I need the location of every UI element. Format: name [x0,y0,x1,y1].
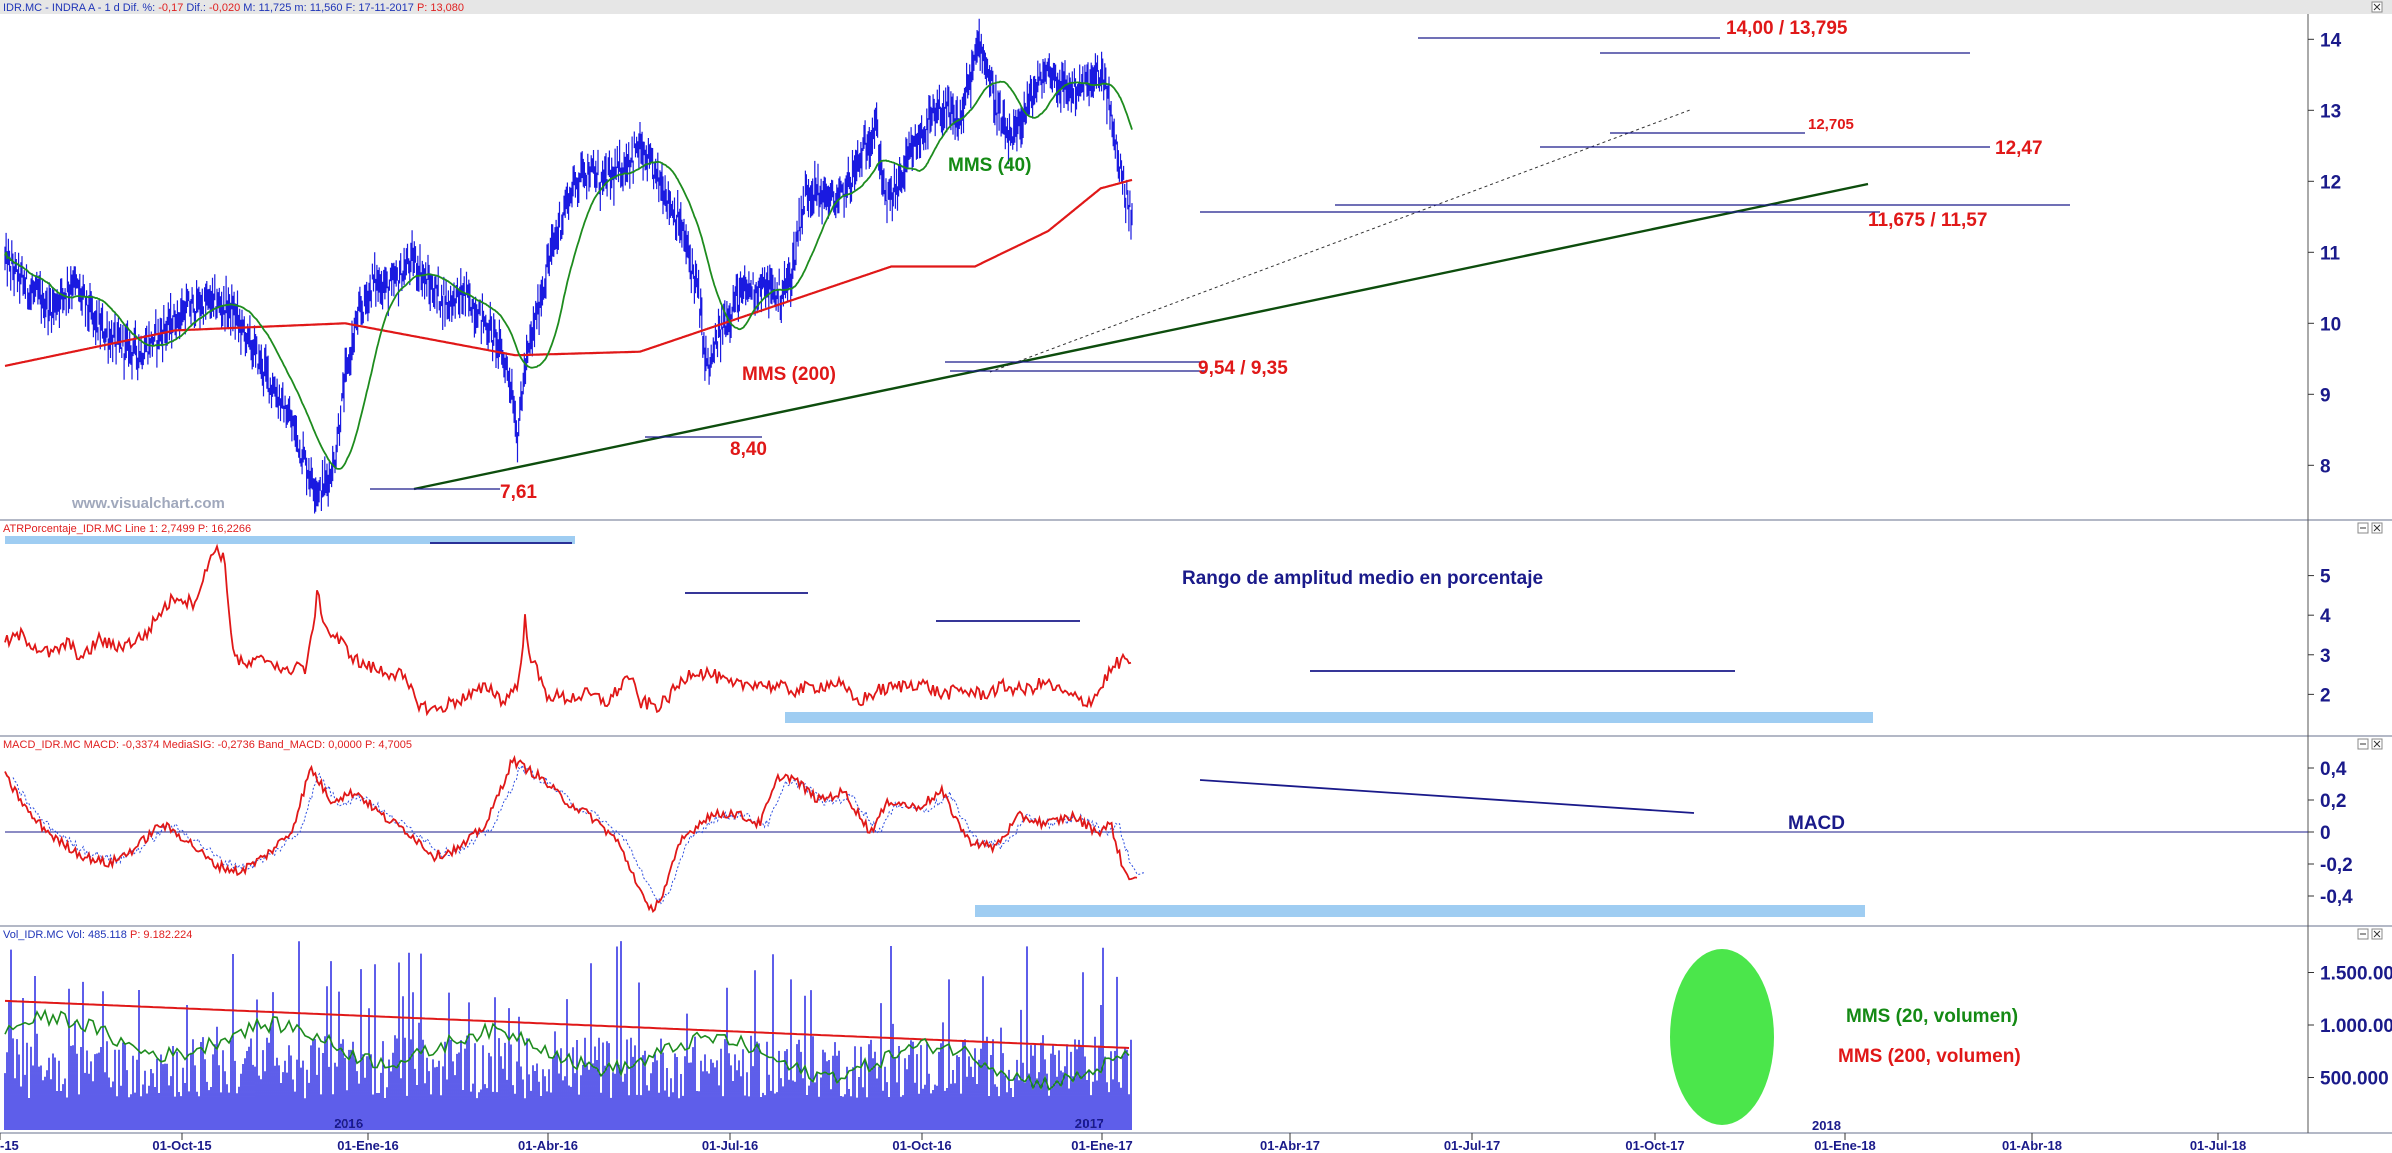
year-label: 2016 [334,1116,363,1131]
x-tick-label: 01-Jul-16 [702,1138,758,1153]
header-segment: M: 11,725 m: 11,560 F: 17-11-2017 [240,2,417,14]
y-tick-label: 5 [2320,567,2331,588]
x-tick-label: 01-Oct-17 [1625,1138,1684,1153]
label-12705: 12,705 [1808,116,1854,133]
y-tick-label: 0,2 [2320,791,2346,812]
price-panel-header: IDR.MC - INDRA A - 1 d Dif. %: -0,17 Dif… [3,2,464,14]
header-segment: Dif.: [183,2,209,14]
x-tick-label: 01-Ene-17 [1071,1138,1132,1153]
label-mms-20-volumen: MMS (20, volumen) [1846,1006,2018,1027]
axes: 8 9 10 11 12 13 14 2 3 4 5 0,4 0,2 0 -0,2 -0,4 500.000 1.… [0,30,2392,1153]
y-tick-label: 3 [2320,646,2331,667]
x-tick-label: 01-Oct-15 [152,1138,211,1153]
x-tick-label: 01-Jul-18 [2190,1138,2246,1153]
year-label: 2018 [1812,1118,1841,1133]
volume-ma200-line [4,999,1130,1049]
atr-panel-header: ATRPorcentaje_IDR.MC Line 1: 2,7499 P: 1… [3,523,251,535]
y-tick-label: 8 [2320,456,2331,477]
header-segment: P: 16,2266 [198,523,251,535]
header-segment: P: 9.182.224 [130,929,192,941]
atr-band-bottom [785,712,1873,723]
header-segment: Vol_IDR.MC Vol: 485.118 [3,929,130,941]
ma200-line [4,178,1133,367]
volume-panel-header: Vol_IDR.MC Vol: 485.118 P: 9.182.224 [3,929,192,941]
y-tick-label: 0 [2320,823,2331,844]
y-tick-label: 12 [2320,172,2341,193]
macd-header-bar [0,737,2392,751]
header-segment: IDR.MC - INDRA A - 1 d Dif. %: [3,2,158,14]
macd-panel-header: MACD_IDR.MC MACD: -0,3374 MediaSIG: -0,2… [3,739,412,751]
support-trendline [413,182,1869,491]
volume-highlight [1670,949,1774,1125]
y-tick-label: -0,4 [2320,887,2353,908]
indicator-lines [4,37,2308,1091]
volume-header-bar [0,927,2392,941]
y-tick-label: 13 [2320,101,2341,122]
ma40-line [4,80,1133,470]
x-tick-label: -15 [0,1138,19,1153]
header-segment: P: 13,080 [417,2,464,14]
label-mms-200: MMS (200) [742,364,836,385]
year-label: 2017 [1075,1116,1104,1131]
atr-title: Rango de amplitud medio en porcentaje [1182,568,1543,589]
macd-band [975,905,1865,917]
price-bars-path [4,18,1133,514]
volume-ma20-line [4,1008,1130,1091]
y-tick-label: 1.500.000 [2320,964,2392,985]
highlight-bands [5,536,1873,917]
y-tick-label: 14 [2320,30,2342,51]
label-low-954-935: 9,54 / 9,35 [1198,358,1288,379]
x-tick-label: 01-Abr-18 [2002,1138,2062,1153]
y-tick-label: 1.000.000 [2320,1016,2392,1037]
x-tick-label: 01-Abr-16 [518,1138,578,1153]
label-mms-40: MMS (40) [948,155,1031,176]
label-low-761: 7,61 [500,482,537,503]
x-tick-label: 01-Ene-18 [1814,1138,1875,1153]
header-segment: -0,17 [158,2,183,14]
atr-band-top [5,536,575,544]
x-tick-label: 01-Abr-17 [1260,1138,1320,1153]
x-tick-label: 01-Ene-16 [337,1138,398,1153]
y-tick-label: 0,4 [2320,759,2347,780]
header-segment: P: 4,7005 [365,739,412,751]
volume-spike-highlight [1670,949,1774,1125]
y-tick-label: 10 [2320,314,2341,335]
annotations: 7,61 8,40 9,54 / 9,35 14,00 / 13,795 12,705 1… [500,18,2043,1067]
macd-signal-line [12,763,1146,905]
y-tick-label: 500.000 [2320,1069,2389,1090]
y-tick-label: 2 [2320,685,2331,706]
label-mms-200-volumen: MMS (200, volumen) [1838,1046,2021,1067]
y-tick-label: 9 [2320,385,2331,406]
macd-title: MACD [1788,813,1845,834]
x-tick-label: 01-Oct-16 [892,1138,951,1153]
header-segment: -0,020 [209,2,240,14]
macd-line [4,754,1138,914]
header-segment: MACD_IDR.MC MACD: -0,3374 MediaSIG: -0,2… [3,739,365,751]
y-tick-label: -0,2 [2320,855,2353,876]
y-tick-label: 11 [2320,243,2341,264]
label-1247: 12,47 [1995,138,2043,159]
y-tick-label: 4 [2320,606,2331,627]
label-high-1400-13795: 14,00 / 13,795 [1726,18,1848,39]
dotted-trendline [989,109,1691,373]
label-low-840: 8,40 [730,439,767,460]
x-tick-label: 01-Jul-17 [1444,1138,1500,1153]
header-segment: ATRPorcentaje_IDR.MC Line 1: 2,7499 [3,523,198,535]
price-header-bar [0,0,2392,14]
label-11675-1157: 11,675 / 11,57 [1868,210,1987,231]
atr-line [4,543,1132,717]
atr-header-bar [0,521,2392,535]
macd-divergence-line [1199,779,1695,814]
watermark: www.visualchart.com [71,495,225,512]
price-bars [4,18,1133,514]
window-controls [2357,1,2383,940]
